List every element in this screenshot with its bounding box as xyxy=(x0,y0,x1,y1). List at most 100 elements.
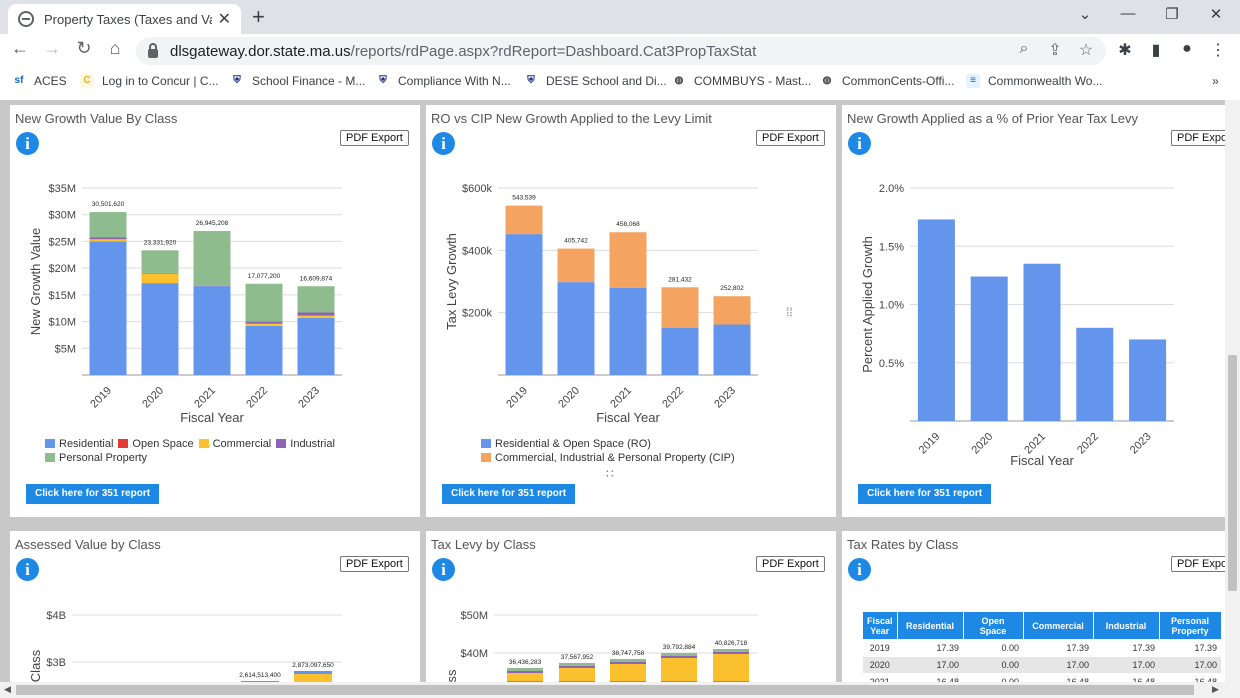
scroll-left-icon[interactable]: ◀ xyxy=(4,684,11,694)
panel-title: Tax Rates by Class xyxy=(847,537,959,552)
x-tick-label: 2023 xyxy=(1128,431,1154,457)
legend-item[interactable]: Residential xyxy=(45,437,113,451)
scrollbar-thumb[interactable] xyxy=(1228,355,1237,591)
y-tick-label: $35M xyxy=(48,183,76,195)
horizontal-scrollbar[interactable]: ◀ ▶ xyxy=(0,682,1240,698)
extensions-icon[interactable]: ✱ xyxy=(1118,42,1132,59)
x-axis-label: Fiscal Year xyxy=(1010,453,1074,468)
bar-segment xyxy=(507,681,543,682)
scrollbar-thumb[interactable] xyxy=(16,685,1194,695)
lock-icon[interactable] xyxy=(148,42,158,58)
bar-segment xyxy=(89,239,127,242)
address-bar[interactable]: dlsgateway.dor.state.ma.us/reports/rdPag… xyxy=(136,37,1106,65)
bookmark-label: Commonwealth Wo... xyxy=(988,74,1103,88)
profile-avatar-icon[interactable]: ● xyxy=(1182,40,1192,57)
bookmark-item[interactable]: ◍ CommonCents-Offi... xyxy=(820,74,955,88)
pdf-export-button[interactable]: PDF Export xyxy=(756,130,825,146)
legend-swatch xyxy=(276,439,287,448)
bar-segment xyxy=(297,317,335,375)
legend-item[interactable]: Commercial xyxy=(198,437,271,451)
legend-item[interactable]: Commercial, Industrial & Personal Proper… xyxy=(481,451,735,465)
zoom-search-icon[interactable]: ⌕ xyxy=(1019,40,1029,57)
legend-item[interactable]: Industrial xyxy=(276,437,335,451)
y-tick-label: $15M xyxy=(48,290,76,302)
menu-kebab-icon[interactable]: ⋮ xyxy=(1210,42,1226,59)
new-tab-button[interactable]: + xyxy=(252,4,265,29)
active-tab[interactable]: Property Taxes (Taxes and Valuati ✕ xyxy=(8,4,241,34)
column-header[interactable]: Residential xyxy=(896,611,964,640)
tab-search-icon[interactable]: ⌄ xyxy=(1078,6,1092,23)
browser-chrome: Property Taxes (Taxes and Valuati ✕ + ⌄ … xyxy=(0,0,1240,100)
home-button[interactable]: ⌂ xyxy=(109,38,121,58)
x-axis-label: Fiscal Year xyxy=(180,410,244,425)
column-header[interactable]: Open Space xyxy=(962,611,1024,640)
report-351-button[interactable]: Click here for 351 report xyxy=(858,484,992,504)
bar-segment xyxy=(713,654,749,682)
share-icon[interactable]: ⇪ xyxy=(1048,42,1062,59)
resize-handle-icon[interactable]: ⁞⁞ xyxy=(786,305,793,319)
info-icon[interactable]: i xyxy=(432,132,455,155)
window-close-button[interactable]: ✕ xyxy=(1209,6,1223,23)
y-tick-label: $4B xyxy=(46,610,66,622)
info-icon[interactable]: i xyxy=(848,558,871,581)
globe-icon: ◍ xyxy=(822,75,832,86)
legend-label: Residential xyxy=(59,438,114,450)
concur-icon: C xyxy=(80,74,94,88)
x-tick-label: 2019 xyxy=(917,431,943,457)
info-icon[interactable]: i xyxy=(16,558,39,581)
legend-swatch xyxy=(198,439,209,448)
column-header[interactable]: Personal Property xyxy=(1158,611,1222,640)
data-label: 26,945,208 xyxy=(196,220,229,227)
bookmark-item[interactable]: ≡ Commonwealth Wo... xyxy=(966,74,1103,88)
panel-title: New Growth Value By Class xyxy=(15,111,178,126)
legend-label: Open Space xyxy=(132,438,194,450)
legend-item[interactable]: Open Space xyxy=(118,437,194,451)
back-button[interactable]: ← xyxy=(11,38,29,58)
y-tick-label: $20M xyxy=(48,263,76,275)
side-panel-icon[interactable]: ▮ xyxy=(1151,42,1161,59)
bookmark-item[interactable]: sf ACES xyxy=(12,74,67,88)
bookmark-star-icon[interactable]: ☆ xyxy=(1078,42,1094,59)
scroll-right-icon[interactable]: ▶ xyxy=(1212,684,1219,694)
pdf-export-button[interactable]: PDF Export xyxy=(756,556,825,572)
x-tick-label: 2020 xyxy=(970,431,996,457)
report-351-button[interactable]: Click here for 351 report xyxy=(26,484,160,504)
legend-item[interactable]: Personal Property xyxy=(45,451,147,465)
report-351-button[interactable]: Click here for 351 report xyxy=(442,484,576,504)
pdf-export-button[interactable]: PDF Export xyxy=(340,130,409,146)
info-icon[interactable]: i xyxy=(848,132,871,155)
panel-pct-applied: New Growth Applied as a % of Prior Year … xyxy=(842,105,1240,517)
bar-segment xyxy=(559,681,595,682)
minimize-button[interactable]: — xyxy=(1120,5,1136,22)
legend-item[interactable]: Residential & Open Space (RO) xyxy=(481,437,651,451)
bookmark-item[interactable]: ⛨ School Finance - M... xyxy=(230,74,365,88)
bar-segment xyxy=(505,205,543,235)
restore-button[interactable]: ❐ xyxy=(1165,6,1179,23)
forward-button[interactable]: → xyxy=(43,38,61,58)
bookmark-item[interactable]: C Log in to Concur | C... xyxy=(80,74,219,88)
reload-button[interactable]: ↻ xyxy=(76,38,92,58)
column-header[interactable]: Fiscal Year xyxy=(862,611,898,640)
close-tab-icon[interactable]: ✕ xyxy=(217,11,231,28)
column-header[interactable]: Commercial xyxy=(1022,611,1094,640)
bookmark-item[interactable]: ⛨ Compliance With N... xyxy=(376,74,511,88)
info-icon[interactable]: i xyxy=(16,132,39,155)
more-bookmarks-button[interactable]: » xyxy=(1212,74,1219,88)
pdf-export-button[interactable]: PDF Export xyxy=(340,556,409,572)
data-label: 16,609,874 xyxy=(300,275,333,282)
y-tick-label: $30M xyxy=(48,210,76,222)
vertical-scrollbar[interactable] xyxy=(1225,100,1240,682)
pdf-export-button[interactable]: PDF Export xyxy=(1171,130,1240,146)
bookmark-label: Compliance With N... xyxy=(398,74,511,88)
x-tick-label: 2020 xyxy=(140,385,166,411)
pdf-export-button[interactable]: PDF Export xyxy=(1171,556,1225,572)
info-icon[interactable]: i xyxy=(432,558,455,581)
data-label: 38,747,758 xyxy=(612,650,645,657)
bar-segment xyxy=(89,237,127,240)
bookmark-item[interactable]: ◍ COMMBUYS - Mast... xyxy=(672,74,812,88)
bookmark-label: Log in to Concur | C... xyxy=(102,74,219,88)
x-tick-label: 2021 xyxy=(608,385,634,411)
bookmark-item[interactable]: ⛨ DESE School and Di... xyxy=(524,74,666,88)
resize-handle-icon[interactable]: ∷ xyxy=(606,467,614,481)
column-header[interactable]: Industrial xyxy=(1092,611,1160,640)
